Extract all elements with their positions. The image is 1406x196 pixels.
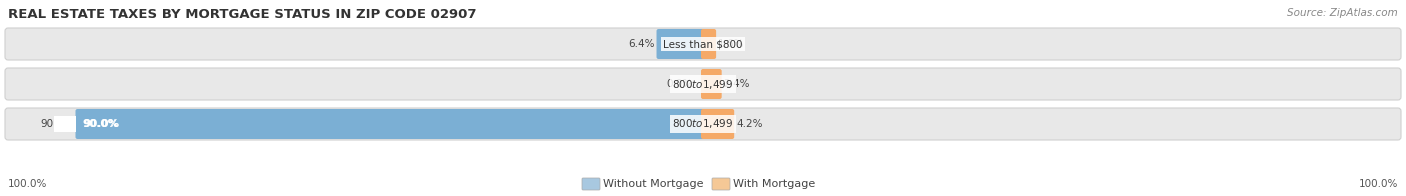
Text: 1.6%: 1.6% [718,39,745,49]
Text: 90.0%: 90.0% [83,119,120,129]
FancyBboxPatch shape [6,68,1400,100]
Text: 100.0%: 100.0% [8,179,48,189]
Text: 90.0%: 90.0% [41,119,73,129]
Text: With Mortgage: With Mortgage [733,179,815,189]
FancyBboxPatch shape [76,109,704,139]
Text: Without Mortgage: Without Mortgage [603,179,703,189]
Text: 100.0%: 100.0% [1358,179,1398,189]
FancyBboxPatch shape [657,29,704,59]
FancyBboxPatch shape [702,69,721,99]
Text: 90.0%: 90.0% [83,119,118,129]
FancyBboxPatch shape [702,29,716,59]
FancyBboxPatch shape [582,178,600,190]
Text: $800 to $1,499: $800 to $1,499 [672,117,734,131]
FancyBboxPatch shape [6,28,1400,60]
Text: 2.4%: 2.4% [724,79,751,89]
Text: $800 to $1,499: $800 to $1,499 [672,77,734,91]
FancyBboxPatch shape [711,178,730,190]
FancyBboxPatch shape [702,109,734,139]
FancyBboxPatch shape [6,108,1400,140]
Text: Less than $800: Less than $800 [664,39,742,49]
Text: REAL ESTATE TAXES BY MORTGAGE STATUS IN ZIP CODE 02907: REAL ESTATE TAXES BY MORTGAGE STATUS IN … [8,8,477,21]
Text: 0.0%: 0.0% [666,79,693,89]
Text: 6.4%: 6.4% [628,39,655,49]
Text: Source: ZipAtlas.com: Source: ZipAtlas.com [1288,8,1398,18]
Text: 4.2%: 4.2% [737,119,762,129]
